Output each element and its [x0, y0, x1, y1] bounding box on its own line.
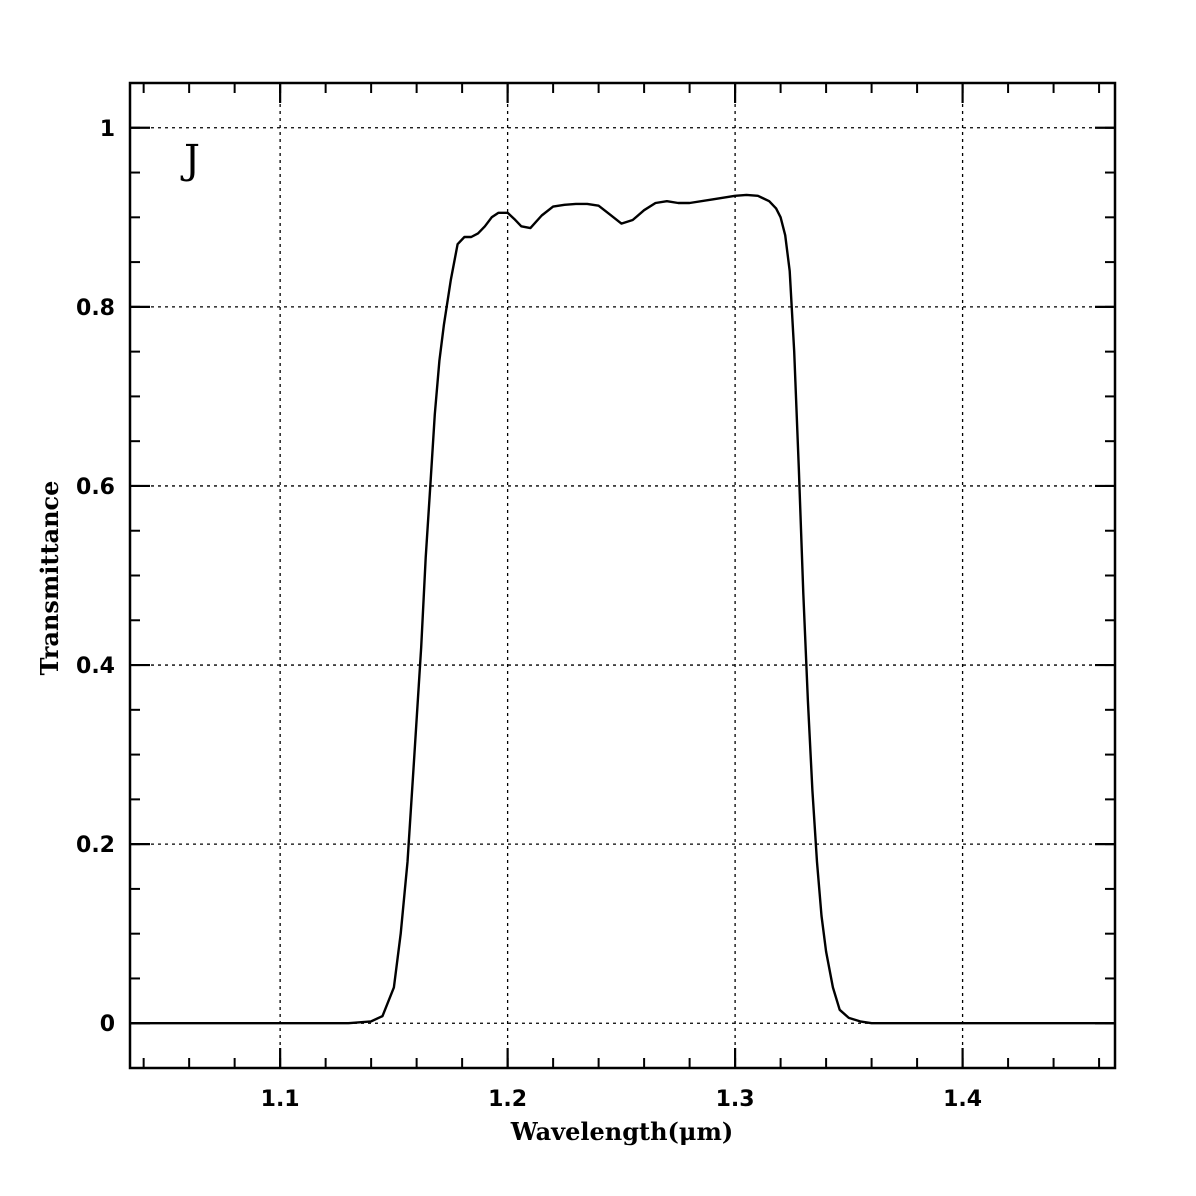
- major-ticks: [130, 83, 1115, 1068]
- x-tick-label: 1.3: [716, 1087, 755, 1112]
- x-tick-label: 1.1: [261, 1087, 300, 1112]
- x-tick-labels: 1.1 1.2 1.3 1.4: [261, 1087, 982, 1112]
- y-axis-title: Transmittance: [35, 481, 64, 676]
- y-tick-label: 0.8: [76, 296, 115, 321]
- y-tick-label: 0.6: [76, 475, 115, 500]
- plot-frame: [128, 81, 1117, 1070]
- minor-ticks: [130, 82, 1115, 1069]
- y-tick-label: 0: [100, 1012, 115, 1037]
- transmittance-curve: [130, 193, 1115, 1025]
- x-tick-label: 1.2: [488, 1087, 527, 1112]
- band-label: J: [180, 137, 200, 183]
- y-tick-labels: 0 0.2 0.4 0.6 0.8 1: [76, 117, 115, 1037]
- y-tick-label: 0.4: [76, 654, 115, 679]
- grid-lines: [130, 83, 1115, 1068]
- x-axis-title: Wavelength(μm): [510, 1117, 733, 1146]
- x-tick-label: 1.4: [943, 1087, 982, 1112]
- y-tick-label: 0.2: [76, 833, 115, 858]
- y-tick-label: 1: [100, 117, 115, 142]
